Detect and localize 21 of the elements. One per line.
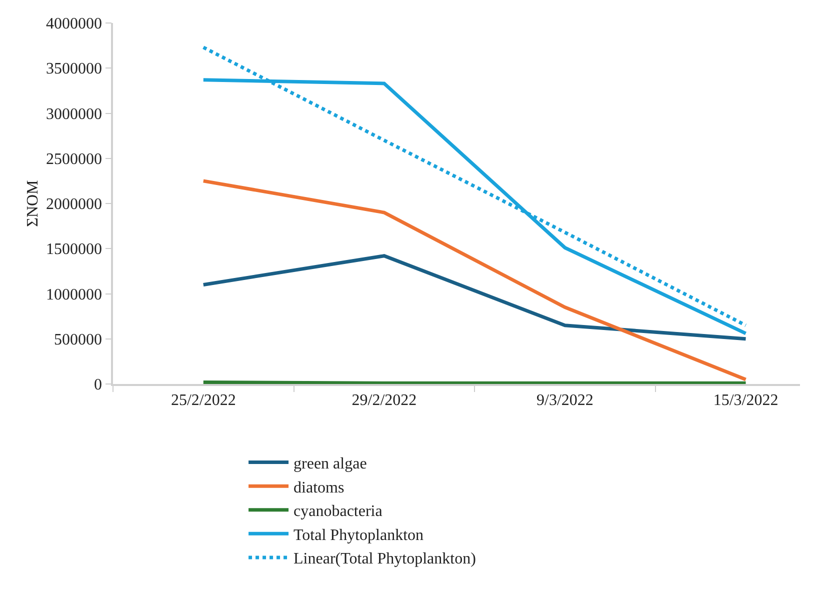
- line-series: [202, 254, 748, 341]
- legend-label: Total Phytoplankton: [294, 526, 424, 544]
- legend-label: green algae: [294, 456, 367, 473]
- y-tick-label: 1000000: [46, 286, 102, 304]
- y-tick-label: 4000000: [46, 16, 102, 33]
- y-tick-label: 500000: [54, 331, 102, 348]
- x-tick-label: 9/3/2022: [536, 392, 594, 409]
- y-tick-label: 3000000: [46, 106, 102, 123]
- x-tick-label: 15/3/2022: [713, 392, 778, 409]
- y-tick-label: 2000000: [46, 196, 102, 214]
- y-tick-label: 3500000: [46, 60, 102, 78]
- x-tick-label: 25/2/2022: [170, 392, 236, 409]
- x-tick-label: 29/2/2022: [352, 392, 417, 409]
- legend-label: Linear(Total Phytoplankton): [294, 550, 476, 568]
- y-axis-title: ΣΝΟΜ: [24, 180, 42, 227]
- legend-label: cyanobacteria: [294, 503, 382, 520]
- y-tick-label: 1500000: [46, 241, 102, 258]
- y-tick-label: 2500000: [46, 150, 102, 168]
- legend-label: diatoms: [294, 479, 344, 496]
- y-tick-label: 0: [94, 376, 102, 394]
- line-series: [202, 179, 748, 382]
